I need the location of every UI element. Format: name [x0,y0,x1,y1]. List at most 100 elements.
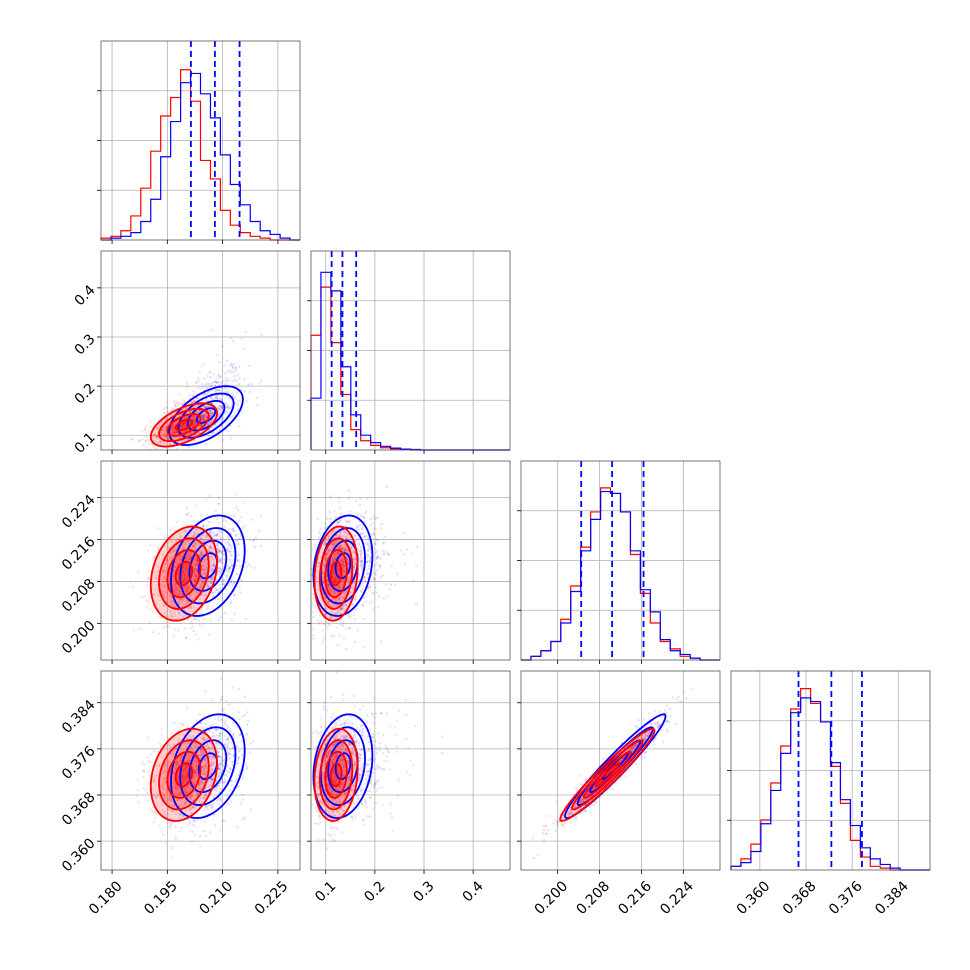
sample-point [174,431,177,435]
sample-point [204,498,208,501]
sample-point [200,550,203,553]
sample-point [234,366,238,370]
sample-point [224,700,228,703]
sample-point [193,533,196,537]
sample-point [359,532,363,536]
sample-point [185,513,188,516]
sample-point [177,617,180,620]
sample-point [206,585,210,588]
sample-point [339,608,343,611]
sample-point [322,564,326,567]
sample-point [381,541,385,545]
sample-point [164,435,168,438]
scatter-panel-1-0 [97,250,301,454]
sample-point [325,517,329,520]
sample-point [172,612,176,615]
sample-point [337,597,341,601]
sample-point [224,587,228,591]
sample-point [209,421,213,425]
sample-point [194,417,197,420]
sample-point [201,624,205,628]
sample-point [221,550,224,553]
sample-point [188,541,191,545]
sample-point [243,377,246,381]
sample-point [227,802,230,806]
sample-point [209,570,212,573]
sample-point [249,742,252,745]
sample-point [215,381,218,384]
sample-point [192,519,196,523]
sample-point [204,535,208,539]
sample-point [234,564,238,568]
sample-point [189,514,192,518]
sample-point [333,581,337,584]
sample-point [341,546,344,550]
sample-point [231,721,235,724]
sample-point [177,572,180,576]
sample-point [205,558,208,562]
sample-point [337,546,341,549]
sample-point [214,717,217,721]
sample-point [216,406,220,410]
sample-point [211,731,215,735]
sample-point [233,736,236,740]
sample-point [221,599,225,602]
sample-point [183,586,187,589]
sample-point [362,596,366,600]
sample-point [185,585,189,588]
sample-point [331,559,335,562]
sample-point [177,592,180,596]
sample-point [230,600,233,603]
sample-point [144,439,147,443]
sample-point [188,554,192,557]
sample-point [360,548,363,552]
sample-point [234,580,237,584]
sample-point [360,560,364,563]
sample-point [334,582,337,585]
sample-point [260,334,263,337]
sample-point [153,594,156,597]
scatter-panel-2-1 [307,460,511,664]
sample-point [186,565,189,568]
sample-point [212,531,215,534]
sample-point [180,555,184,558]
sample-point [189,556,192,559]
sample-point [180,597,183,600]
sample-point [208,530,212,533]
sample-point [210,569,214,573]
sample-point [182,570,185,573]
sample-point [228,584,231,587]
scatter-clip [311,485,419,651]
sample-point [220,570,223,573]
sample-point [218,557,222,561]
sample-point [187,410,191,414]
sample-point [410,552,413,556]
sample-point [231,364,234,367]
sample-point [335,521,338,524]
sample-point [208,382,211,386]
sample-point [359,560,362,563]
sample-point [179,425,183,429]
sample-point [156,447,159,450]
sample-point [194,632,197,636]
sample-point [174,538,178,542]
sample-point [179,422,183,425]
sample-point [179,557,182,560]
sample-point [211,412,215,415]
sample-point [324,623,328,626]
sample-point [136,570,140,573]
sample-point [389,583,393,586]
sample-point [217,361,221,364]
sample-point [166,446,169,450]
sample-point [224,377,228,380]
sample-point [182,597,185,600]
sample-point [170,428,173,432]
sample-point [160,616,163,619]
sample-point [189,432,193,435]
sample-point [180,424,183,427]
sample-point [186,554,189,557]
sample-point [331,544,335,547]
sample-point [160,428,164,432]
sample-point [177,585,180,588]
sample-point [209,541,212,545]
